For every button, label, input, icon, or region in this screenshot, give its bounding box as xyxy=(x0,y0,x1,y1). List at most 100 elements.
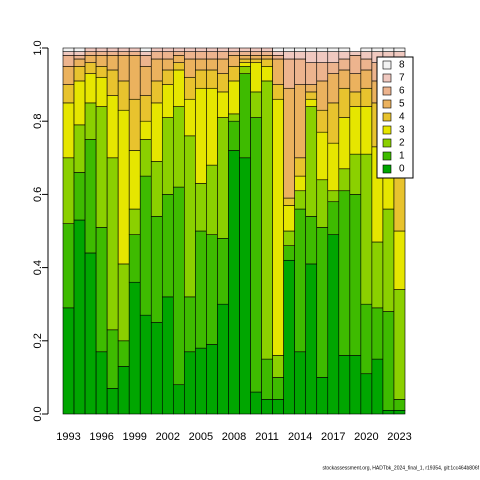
bar-segment xyxy=(150,47,163,52)
legend-swatch xyxy=(382,164,392,174)
legend-label: 3 xyxy=(399,125,405,136)
bar-segment xyxy=(62,307,75,415)
bar-segment xyxy=(206,58,218,71)
bar-segment xyxy=(217,91,229,118)
bar-segment xyxy=(173,62,185,71)
bar-segment xyxy=(128,51,141,56)
bar-segment xyxy=(139,95,152,122)
bar-segment xyxy=(128,47,141,52)
bar-segment xyxy=(393,47,406,52)
y-tick-label: 0.8 xyxy=(32,114,44,129)
footnote: stockassessment.org, HADTbk_2024_final_1… xyxy=(323,465,480,471)
bar-segment xyxy=(316,227,329,378)
bar-segment xyxy=(139,47,152,52)
bar-segment xyxy=(161,296,174,415)
bar-segment xyxy=(316,179,329,228)
bar-segment xyxy=(195,47,207,52)
bar-segment xyxy=(128,208,141,235)
bar-segment xyxy=(117,51,130,56)
bar-segment xyxy=(62,157,75,224)
bar-segment xyxy=(95,55,108,67)
bar-segment xyxy=(150,102,163,162)
bar-segment xyxy=(261,47,273,52)
bar-segment xyxy=(371,307,384,360)
bar-segment xyxy=(283,259,295,415)
bar-segment xyxy=(128,234,141,283)
bar-segment xyxy=(360,87,373,107)
bar-segment xyxy=(150,216,163,323)
bar-segment xyxy=(217,51,229,60)
bar-segment xyxy=(250,47,262,52)
bar-segment xyxy=(128,55,141,100)
legend-label: 1 xyxy=(399,151,405,162)
bar-segment xyxy=(327,102,340,144)
bar-segment xyxy=(305,106,318,217)
bar-segment xyxy=(239,51,251,56)
bar-segment xyxy=(184,135,196,298)
bar-segment xyxy=(250,62,262,93)
bar-segment xyxy=(283,197,295,206)
bar-segment xyxy=(217,58,229,74)
bar-segment xyxy=(173,186,185,386)
bar-segment xyxy=(184,76,196,100)
bar-segment xyxy=(217,47,229,52)
bar-segment xyxy=(95,47,108,52)
bar-segment xyxy=(239,66,251,74)
bar-segment xyxy=(228,55,240,67)
x-tick-label: 2023 xyxy=(387,431,411,443)
bar-segment xyxy=(360,373,373,415)
bar-segment xyxy=(283,245,295,261)
bar-segment xyxy=(360,153,373,305)
bar-segment xyxy=(173,384,185,415)
bar-segment xyxy=(206,164,218,235)
bar-segment xyxy=(228,150,240,415)
bar-segment xyxy=(327,51,340,63)
bar-segment xyxy=(195,69,207,89)
bar-segment xyxy=(173,106,185,188)
bar-segment xyxy=(173,51,185,56)
bar-segment xyxy=(261,399,273,415)
bar-segment xyxy=(382,47,395,52)
bar-segment xyxy=(195,51,207,60)
bar-segment xyxy=(338,168,351,192)
bar-segment xyxy=(360,303,373,375)
bar-segment xyxy=(360,69,373,89)
bar-segment xyxy=(283,230,295,246)
y-tick-label: 0.4 xyxy=(32,260,44,275)
bar-segment xyxy=(150,322,163,415)
bar-segment xyxy=(316,51,329,63)
bar-segment xyxy=(150,161,163,217)
bar-segment xyxy=(272,399,284,415)
bar-segment xyxy=(206,47,218,52)
bar-segment xyxy=(261,66,273,82)
bar-segment xyxy=(305,91,318,100)
bar-segment xyxy=(294,47,307,52)
bar-segment xyxy=(128,150,141,210)
bar-segment xyxy=(106,55,119,71)
bar-segment xyxy=(327,62,340,74)
bar-segment xyxy=(316,47,329,52)
bar-segment xyxy=(316,131,329,181)
bar-segment xyxy=(327,73,340,104)
bar-segment xyxy=(161,69,174,85)
bar-segment xyxy=(327,142,340,192)
legend-label: 5 xyxy=(399,99,405,110)
bar-segment xyxy=(73,172,86,221)
bar-segment xyxy=(305,98,318,107)
bar-segment xyxy=(283,87,295,199)
legend-label: 4 xyxy=(399,112,405,123)
bar-segment xyxy=(217,73,229,93)
bar-segment xyxy=(206,69,218,89)
x-tick-label: 1999 xyxy=(122,431,146,443)
bar-segment xyxy=(272,47,284,52)
bar-segment xyxy=(173,47,185,52)
bar-segment xyxy=(73,58,86,67)
bar-segment xyxy=(161,84,174,118)
bar-segment xyxy=(117,366,130,415)
bar-segment xyxy=(272,55,284,60)
bar-segment xyxy=(272,51,284,56)
bar-segment xyxy=(261,58,273,67)
bar-segment xyxy=(294,175,307,192)
bar-segment xyxy=(305,216,318,265)
bar-segment xyxy=(106,69,119,96)
